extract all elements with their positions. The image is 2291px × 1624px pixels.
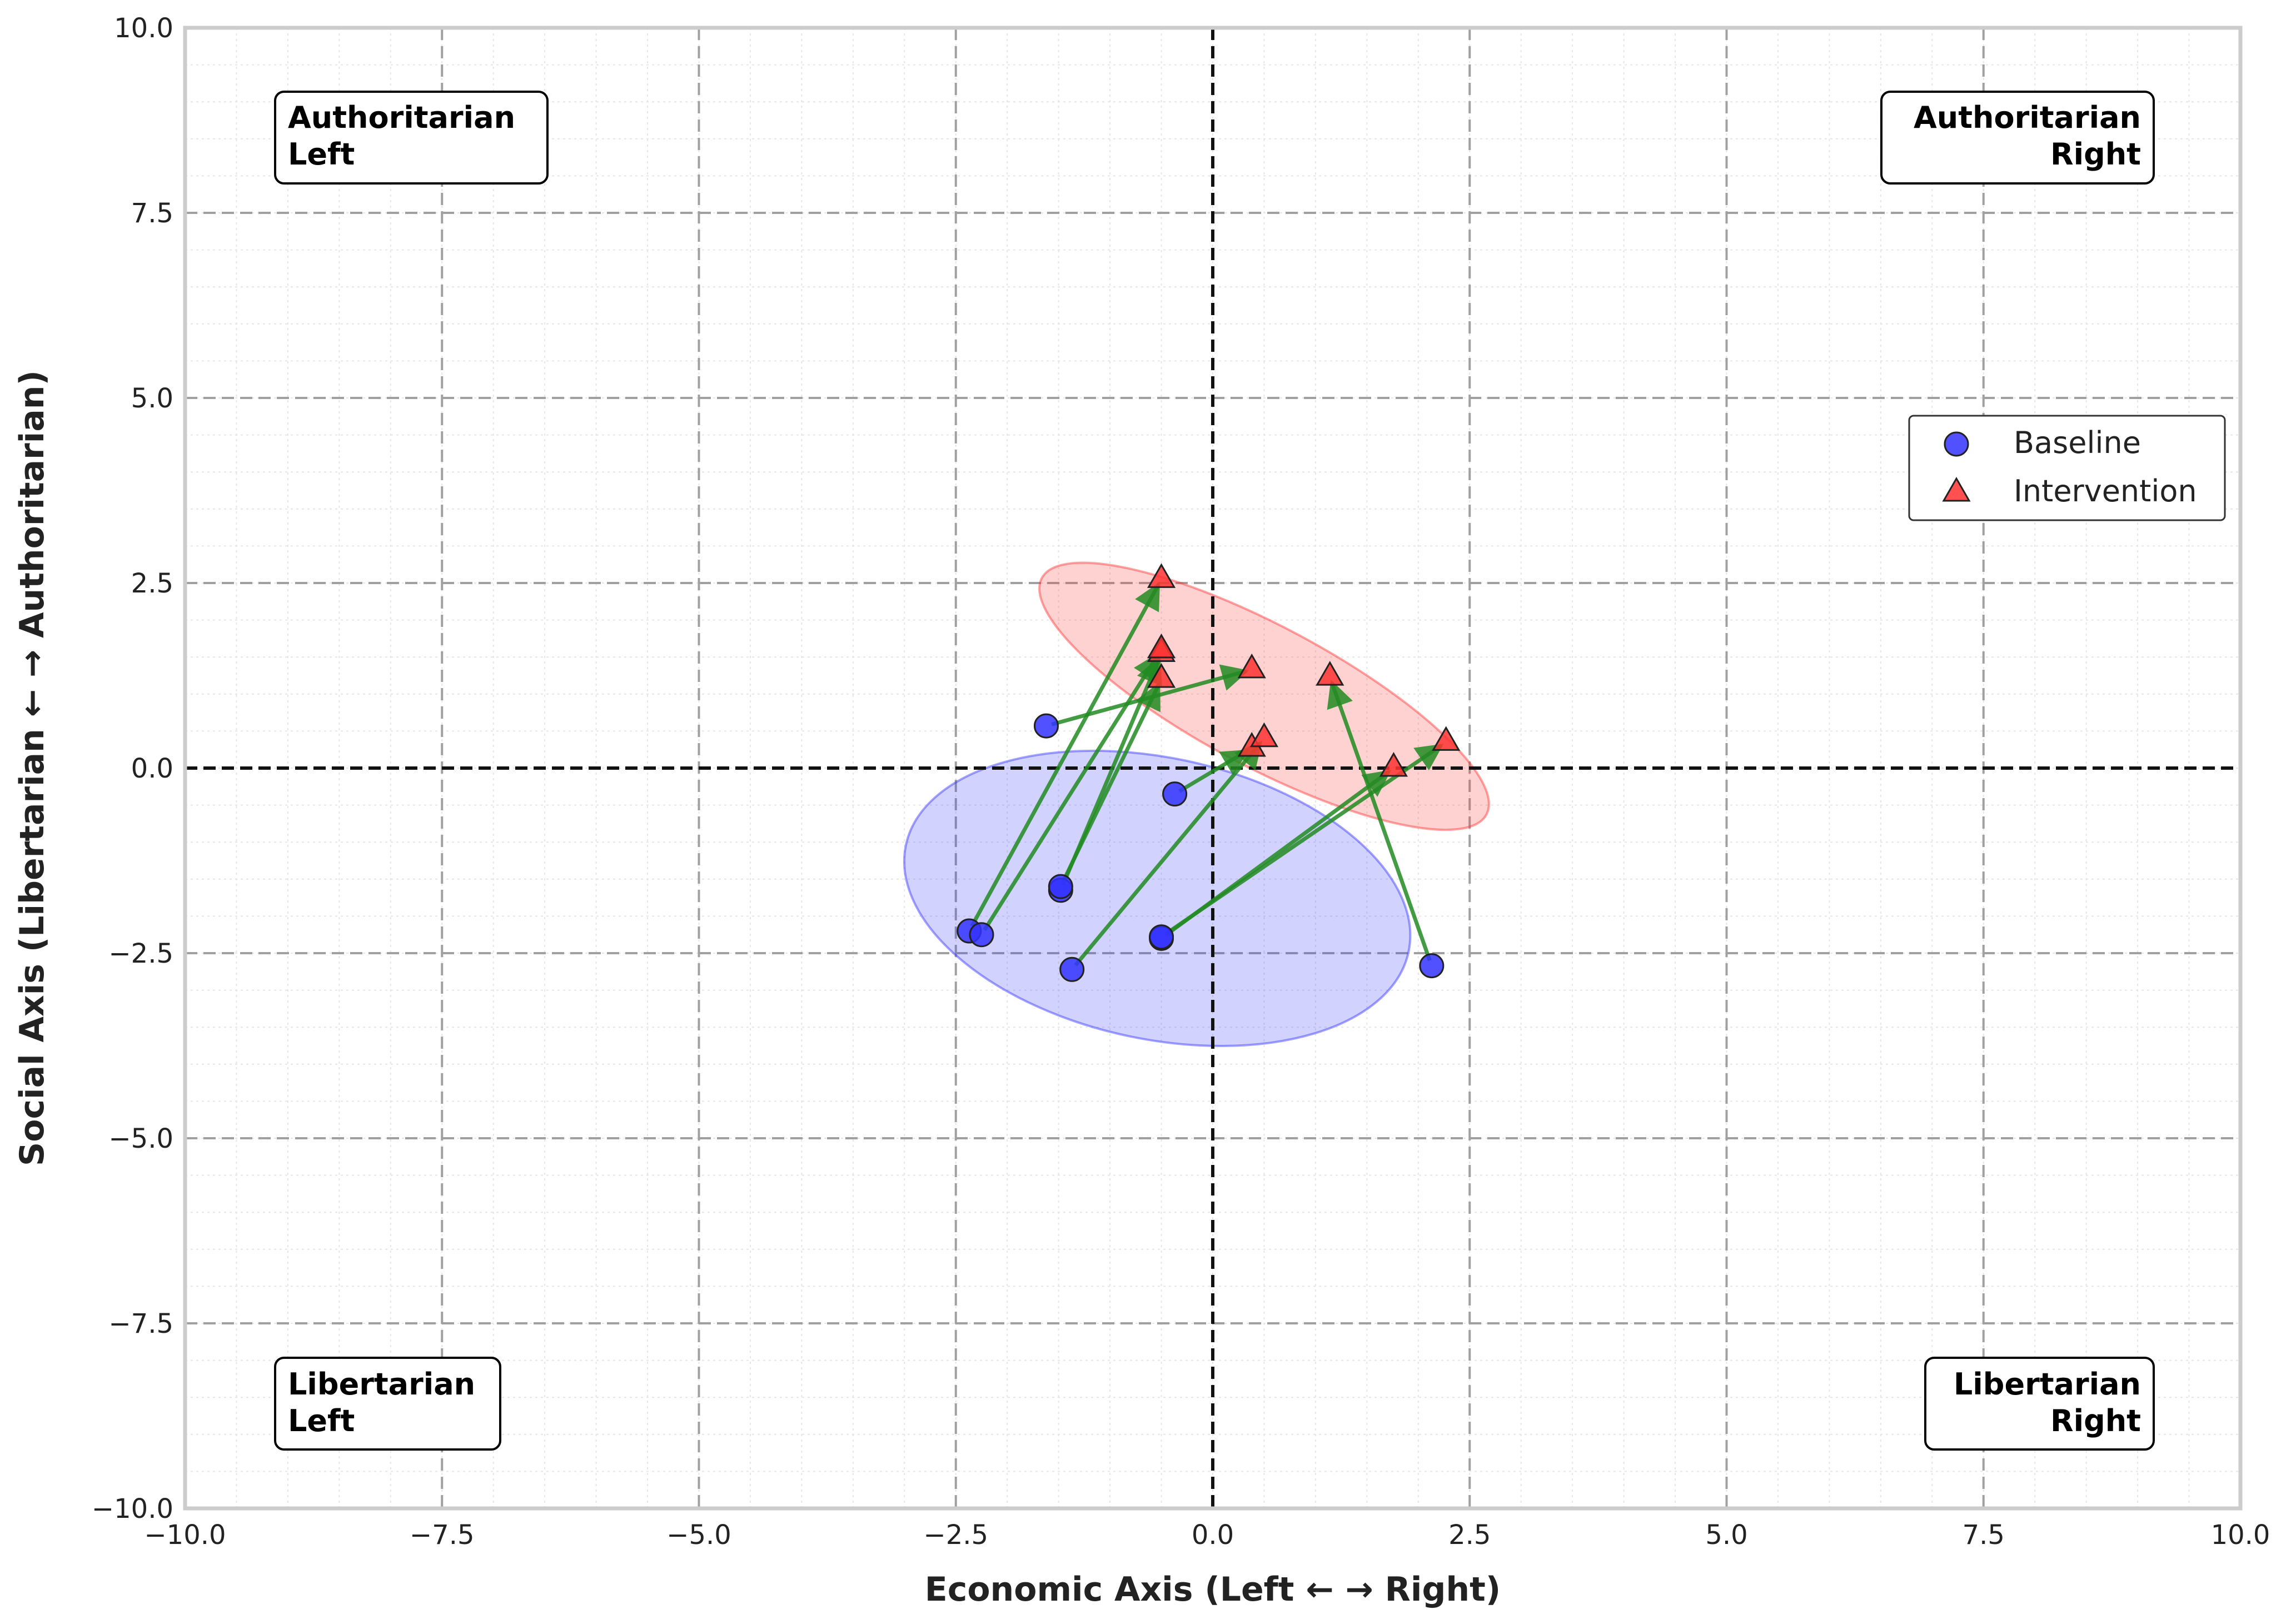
x-tick-label: 0.0 — [1192, 1520, 1234, 1551]
legend-baseline-marker — [1944, 431, 1969, 457]
baseline-point — [1033, 713, 1059, 739]
y-tick-label: 5.0 — [131, 383, 173, 414]
quadrant-label-authoritarian-left: Authoritarian Left — [274, 91, 549, 185]
intervention-point — [1316, 661, 1344, 686]
shift-arrow — [1164, 744, 1444, 935]
shift-arrow — [983, 652, 1161, 931]
x-tick-label: 5.0 — [1705, 1520, 1747, 1551]
y-axis-title: Social Axis (Libertarian ← → Authoritari… — [13, 370, 52, 1166]
x-tick-label: 7.5 — [1963, 1520, 2005, 1551]
y-axis-ticks: −10.0 −7.5 −5.0 −2.5 0.0 2.5 5.0 7.5 10.0 — [92, 13, 173, 1525]
legend-frame — [1908, 415, 2226, 521]
intervention-point — [1379, 751, 1408, 777]
y-tick-label: −5.0 — [108, 1123, 173, 1154]
baseline-point — [1162, 781, 1188, 807]
x-axis-ticks: −10.0 −7.5 −5.0 −2.5 0.0 2.5 5.0 7.5 10.0 — [144, 1520, 2270, 1551]
baseline-point — [1048, 874, 1073, 899]
intervention-point — [1147, 563, 1176, 588]
x-tick-label: −5.0 — [666, 1520, 731, 1551]
quadrant-label-line: Authoritarian — [288, 100, 515, 135]
baseline-point — [1419, 953, 1445, 979]
shift-arrow — [1327, 679, 1432, 962]
zero-lines — [185, 28, 2240, 1508]
legend-intervention-label: Intervention — [2014, 474, 2197, 509]
legend-intervention-marker — [1942, 476, 1971, 502]
y-tick-label: 7.5 — [131, 198, 173, 229]
x-tick-label: −10.0 — [144, 1520, 226, 1551]
quadrant-label-line: Authoritarian — [1914, 100, 2141, 135]
intervention-point — [1147, 663, 1176, 688]
x-axis-title: Economic Axis (Left ← → Right) — [925, 1570, 1501, 1609]
confidence-ellipses — [903, 561, 1490, 1047]
x-tick-label: −7.5 — [410, 1520, 475, 1551]
x-tick-label: −2.5 — [923, 1520, 988, 1551]
quadrant-label-line: Left — [288, 137, 355, 172]
baseline-point — [969, 922, 994, 948]
baseline-series — [957, 713, 1445, 982]
intervention-point — [1237, 653, 1266, 679]
x-tick-label: 10.0 — [2211, 1520, 2270, 1551]
y-tick-label: 10.0 — [114, 13, 173, 44]
quadrant-label-line: Libertarian — [288, 1367, 475, 1402]
y-tick-label: −2.5 — [108, 938, 173, 969]
quadrant-label-authoritarian-right: Authoritarian Right — [1880, 91, 2155, 185]
baseline-point — [1149, 924, 1174, 950]
legend-baseline-label: Baseline — [2014, 425, 2141, 460]
plot-frame — [183, 26, 2243, 1511]
quadrant-label-libertarian-right: Libertarian Right — [1924, 1357, 2155, 1451]
quadrant-label-libertarian-left: Libertarian Left — [274, 1357, 501, 1451]
quadrant-label-line: Libertarian — [1954, 1367, 2141, 1402]
intervention-point — [1249, 722, 1279, 748]
shift-arrow — [1061, 681, 1161, 883]
quadrant-label-line: Left — [288, 1403, 355, 1438]
intervention-series — [1147, 563, 1461, 777]
quadrant-label-line: Right — [2050, 1403, 2141, 1438]
y-tick-label: −7.5 — [108, 1308, 173, 1339]
intervention-point — [1432, 726, 1461, 751]
x-tick-label: 2.5 — [1448, 1520, 1491, 1551]
baseline-point — [1059, 957, 1085, 982]
intervention-point — [1147, 633, 1176, 659]
y-tick-label: 2.5 — [131, 568, 173, 599]
quadrant-label-line: Right — [2050, 137, 2141, 172]
y-tick-label: 0.0 — [131, 753, 173, 784]
shift-arrow — [1074, 740, 1263, 967]
ellipse-baseline — [903, 749, 1412, 1047]
shift-arrow — [970, 581, 1161, 927]
shift-arrows — [970, 581, 1444, 967]
y-tick-label: −10.0 — [92, 1493, 173, 1525]
legend: Baseline Intervention — [1908, 415, 2226, 521]
